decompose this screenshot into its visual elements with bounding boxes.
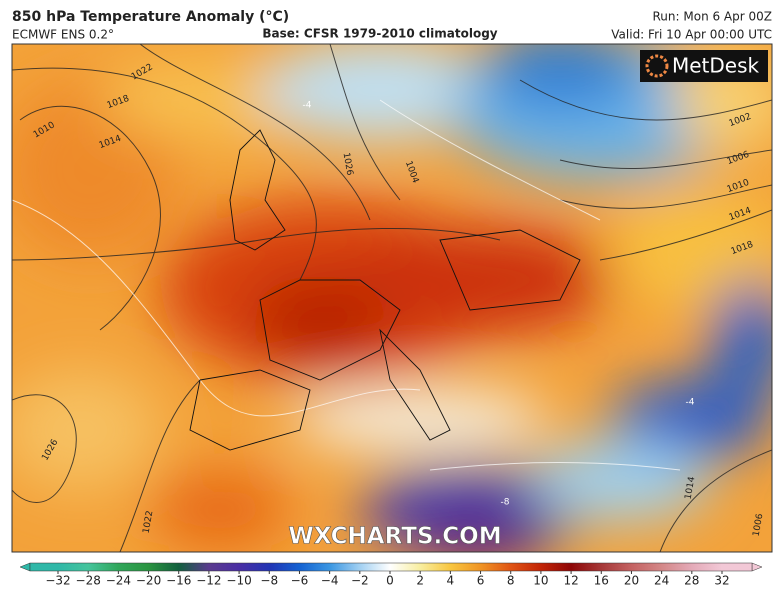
- isobar-label: 1006: [752, 513, 766, 538]
- colorbar-bar: [29, 562, 753, 572]
- colorbar-tick-label: 0: [386, 574, 394, 588]
- logo-text: MetDesk: [672, 54, 760, 78]
- colorbar-tick-label: 20: [624, 574, 639, 588]
- colorbar-tick-label: −28: [76, 574, 101, 588]
- anomaly-label: -8: [501, 498, 510, 508]
- logo-icon: [645, 54, 669, 78]
- colorbar-tick-label: 12: [563, 574, 578, 588]
- watermark: WXCHARTS.COM: [288, 524, 501, 550]
- colorbar-tick-label: 8: [507, 574, 515, 588]
- isobar-label: 1026: [341, 152, 355, 177]
- colorbar-tick-label: 10: [533, 574, 548, 588]
- base-label: Base: CFSR 1979-2010 climatology: [262, 27, 497, 41]
- colorbar-tick-label: −24: [106, 574, 131, 588]
- colorbar-tick-label: 32: [714, 574, 729, 588]
- colorbar-tick-label: 2: [416, 574, 424, 588]
- map-area: [12, 44, 772, 552]
- colorbar-tick-label: 28: [684, 574, 699, 588]
- anomaly-label: -4: [303, 101, 312, 111]
- map-frame: [11, 43, 773, 553]
- logo-box: [640, 50, 768, 82]
- run-label: Run: Mon 6 Apr 00Z: [653, 10, 773, 24]
- colorbar-tick-label: −20: [136, 574, 161, 588]
- colorbar-tick-label: 6: [477, 574, 485, 588]
- colorbar-left-arrow: [19, 562, 31, 572]
- colorbar-tick-label: −10: [226, 574, 251, 588]
- colorbar-tick-label: −16: [166, 574, 191, 588]
- colorbar-tick-label: −6: [291, 574, 309, 588]
- colorbar-tick-label: −2: [351, 574, 369, 588]
- valid-label: Valid: Fri 10 Apr 00:00 UTC: [611, 28, 772, 42]
- colorbar: −32 −28 −24 −20 −16 −12 −10 −8 −6 −4 −2 0 2 4 6 8 10 12 16…: [19, 562, 763, 588]
- anomaly-labels: -4 -4 -8: [303, 101, 695, 508]
- colorbar-tick-label: −32: [45, 574, 70, 588]
- anomaly-label: -4: [686, 398, 695, 408]
- colorbar-right-arrow: [751, 562, 763, 572]
- colorbar-tick-label: 16: [594, 574, 609, 588]
- colorbar-tick-label: −4: [321, 574, 339, 588]
- map-title: 850 hPa Temperature Anomaly (°C): [12, 9, 289, 25]
- colorbar-tick-label: 4: [447, 574, 455, 588]
- colorbar-tick-label: 24: [654, 574, 669, 588]
- model-label: ECMWF ENS 0.2°: [12, 28, 114, 42]
- colorbar-tick-label: −8: [260, 574, 278, 588]
- colorbar-tick-label: −12: [196, 574, 221, 588]
- isobar-label: 1022: [142, 510, 156, 534]
- isobar-label: 1014: [684, 476, 698, 501]
